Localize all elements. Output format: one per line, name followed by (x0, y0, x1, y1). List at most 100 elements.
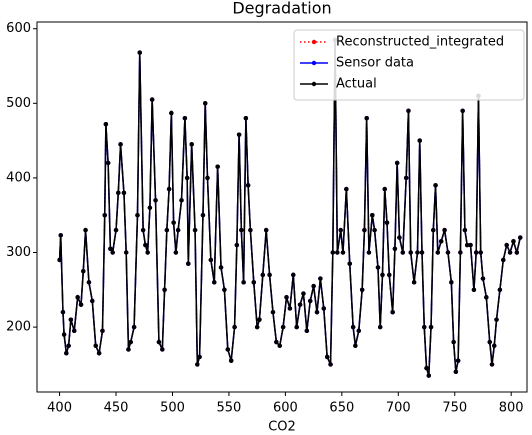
x-tick-label: 550 (217, 401, 242, 416)
series-marker (147, 205, 153, 210)
series-marker (284, 295, 289, 300)
series-marker (203, 101, 208, 106)
y-tick-label: 600 (6, 21, 31, 36)
y-tick-label: 300 (6, 245, 31, 260)
series-marker (257, 317, 262, 322)
series-marker (171, 220, 176, 225)
series-marker (442, 227, 447, 233)
plot-frame (36, 21, 528, 393)
series-marker (75, 295, 80, 300)
series-marker (169, 110, 174, 116)
series-marker (375, 265, 381, 270)
series-marker (156, 339, 162, 345)
series-marker (135, 213, 140, 218)
legend-label: Sensor data (336, 56, 414, 71)
series-marker (160, 347, 165, 352)
series-marker (164, 227, 170, 233)
series-marker (128, 339, 133, 345)
series-marker (408, 250, 413, 255)
x-axis-label: CO2 (268, 420, 296, 435)
series-marker (239, 227, 244, 233)
x-tick-label: 500 (160, 401, 185, 416)
series-marker (236, 132, 242, 137)
series-marker (166, 186, 172, 192)
series-marker (480, 276, 486, 281)
series-marker (301, 291, 306, 296)
x-tick-label: 800 (499, 401, 524, 416)
series-marker (121, 190, 127, 196)
series-marker (347, 261, 352, 266)
series-marker (192, 227, 198, 233)
series-marker (330, 250, 336, 255)
series-marker (484, 295, 489, 300)
series-marker (492, 343, 497, 348)
series-marker (57, 257, 62, 263)
series-marker (362, 227, 367, 233)
legend-marker (311, 39, 317, 45)
series-marker (511, 239, 516, 244)
series-marker (424, 365, 429, 371)
series-marker (449, 280, 454, 285)
series-marker (179, 198, 184, 203)
series-marker (64, 351, 69, 356)
series-marker (222, 287, 227, 293)
series-marker (504, 242, 509, 248)
series-marker (392, 246, 398, 251)
series-marker (218, 265, 224, 270)
series-marker (297, 302, 303, 307)
series-marker (96, 351, 102, 356)
series-marker (501, 257, 506, 263)
series-marker (366, 250, 372, 255)
series-marker (419, 250, 425, 255)
series-marker (451, 339, 456, 345)
series-marker (489, 362, 495, 367)
series-marker (225, 347, 231, 352)
series-marker (153, 198, 158, 203)
series-marker (113, 227, 119, 233)
series-marker (372, 227, 377, 233)
series-marker (149, 97, 155, 102)
series-marker (140, 227, 146, 233)
series-marker (116, 190, 121, 196)
series-marker (248, 227, 253, 233)
series-marker (350, 324, 356, 330)
series-marker (403, 175, 409, 181)
legend-label: Reconstructed_integrated (336, 35, 504, 50)
series-marker (426, 373, 431, 378)
series-marker (267, 272, 272, 278)
series-marker (162, 287, 167, 293)
series-marker (471, 287, 477, 293)
series-marker (110, 250, 115, 255)
x-tick-label: 650 (329, 401, 354, 416)
series-marker (232, 324, 237, 330)
series-marker (205, 175, 210, 181)
series-marker (314, 309, 320, 315)
legend-label: Actual (336, 77, 377, 92)
series-marker (131, 324, 137, 330)
series-marker (387, 272, 392, 278)
series-marker (241, 280, 246, 285)
series-marker (458, 250, 463, 255)
series-marker (108, 246, 113, 251)
series-marker (304, 328, 310, 334)
series-marker (81, 268, 86, 274)
series-marker (473, 250, 479, 255)
series-marker (175, 227, 181, 233)
series-marker (468, 242, 473, 248)
series-marker (344, 186, 349, 192)
series-marker (378, 324, 383, 330)
series-marker (173, 250, 179, 255)
series-marker (126, 347, 131, 352)
series-marker (359, 287, 365, 293)
series-marker (417, 138, 422, 143)
series-marker (518, 235, 523, 240)
series-marker (497, 287, 503, 293)
x-tick-label: 450 (104, 401, 129, 416)
series-marker (338, 227, 343, 233)
series-marker (433, 183, 438, 188)
series-marker (243, 116, 249, 121)
series-marker (382, 186, 387, 192)
series-marker (228, 358, 234, 363)
series-marker (195, 362, 200, 367)
